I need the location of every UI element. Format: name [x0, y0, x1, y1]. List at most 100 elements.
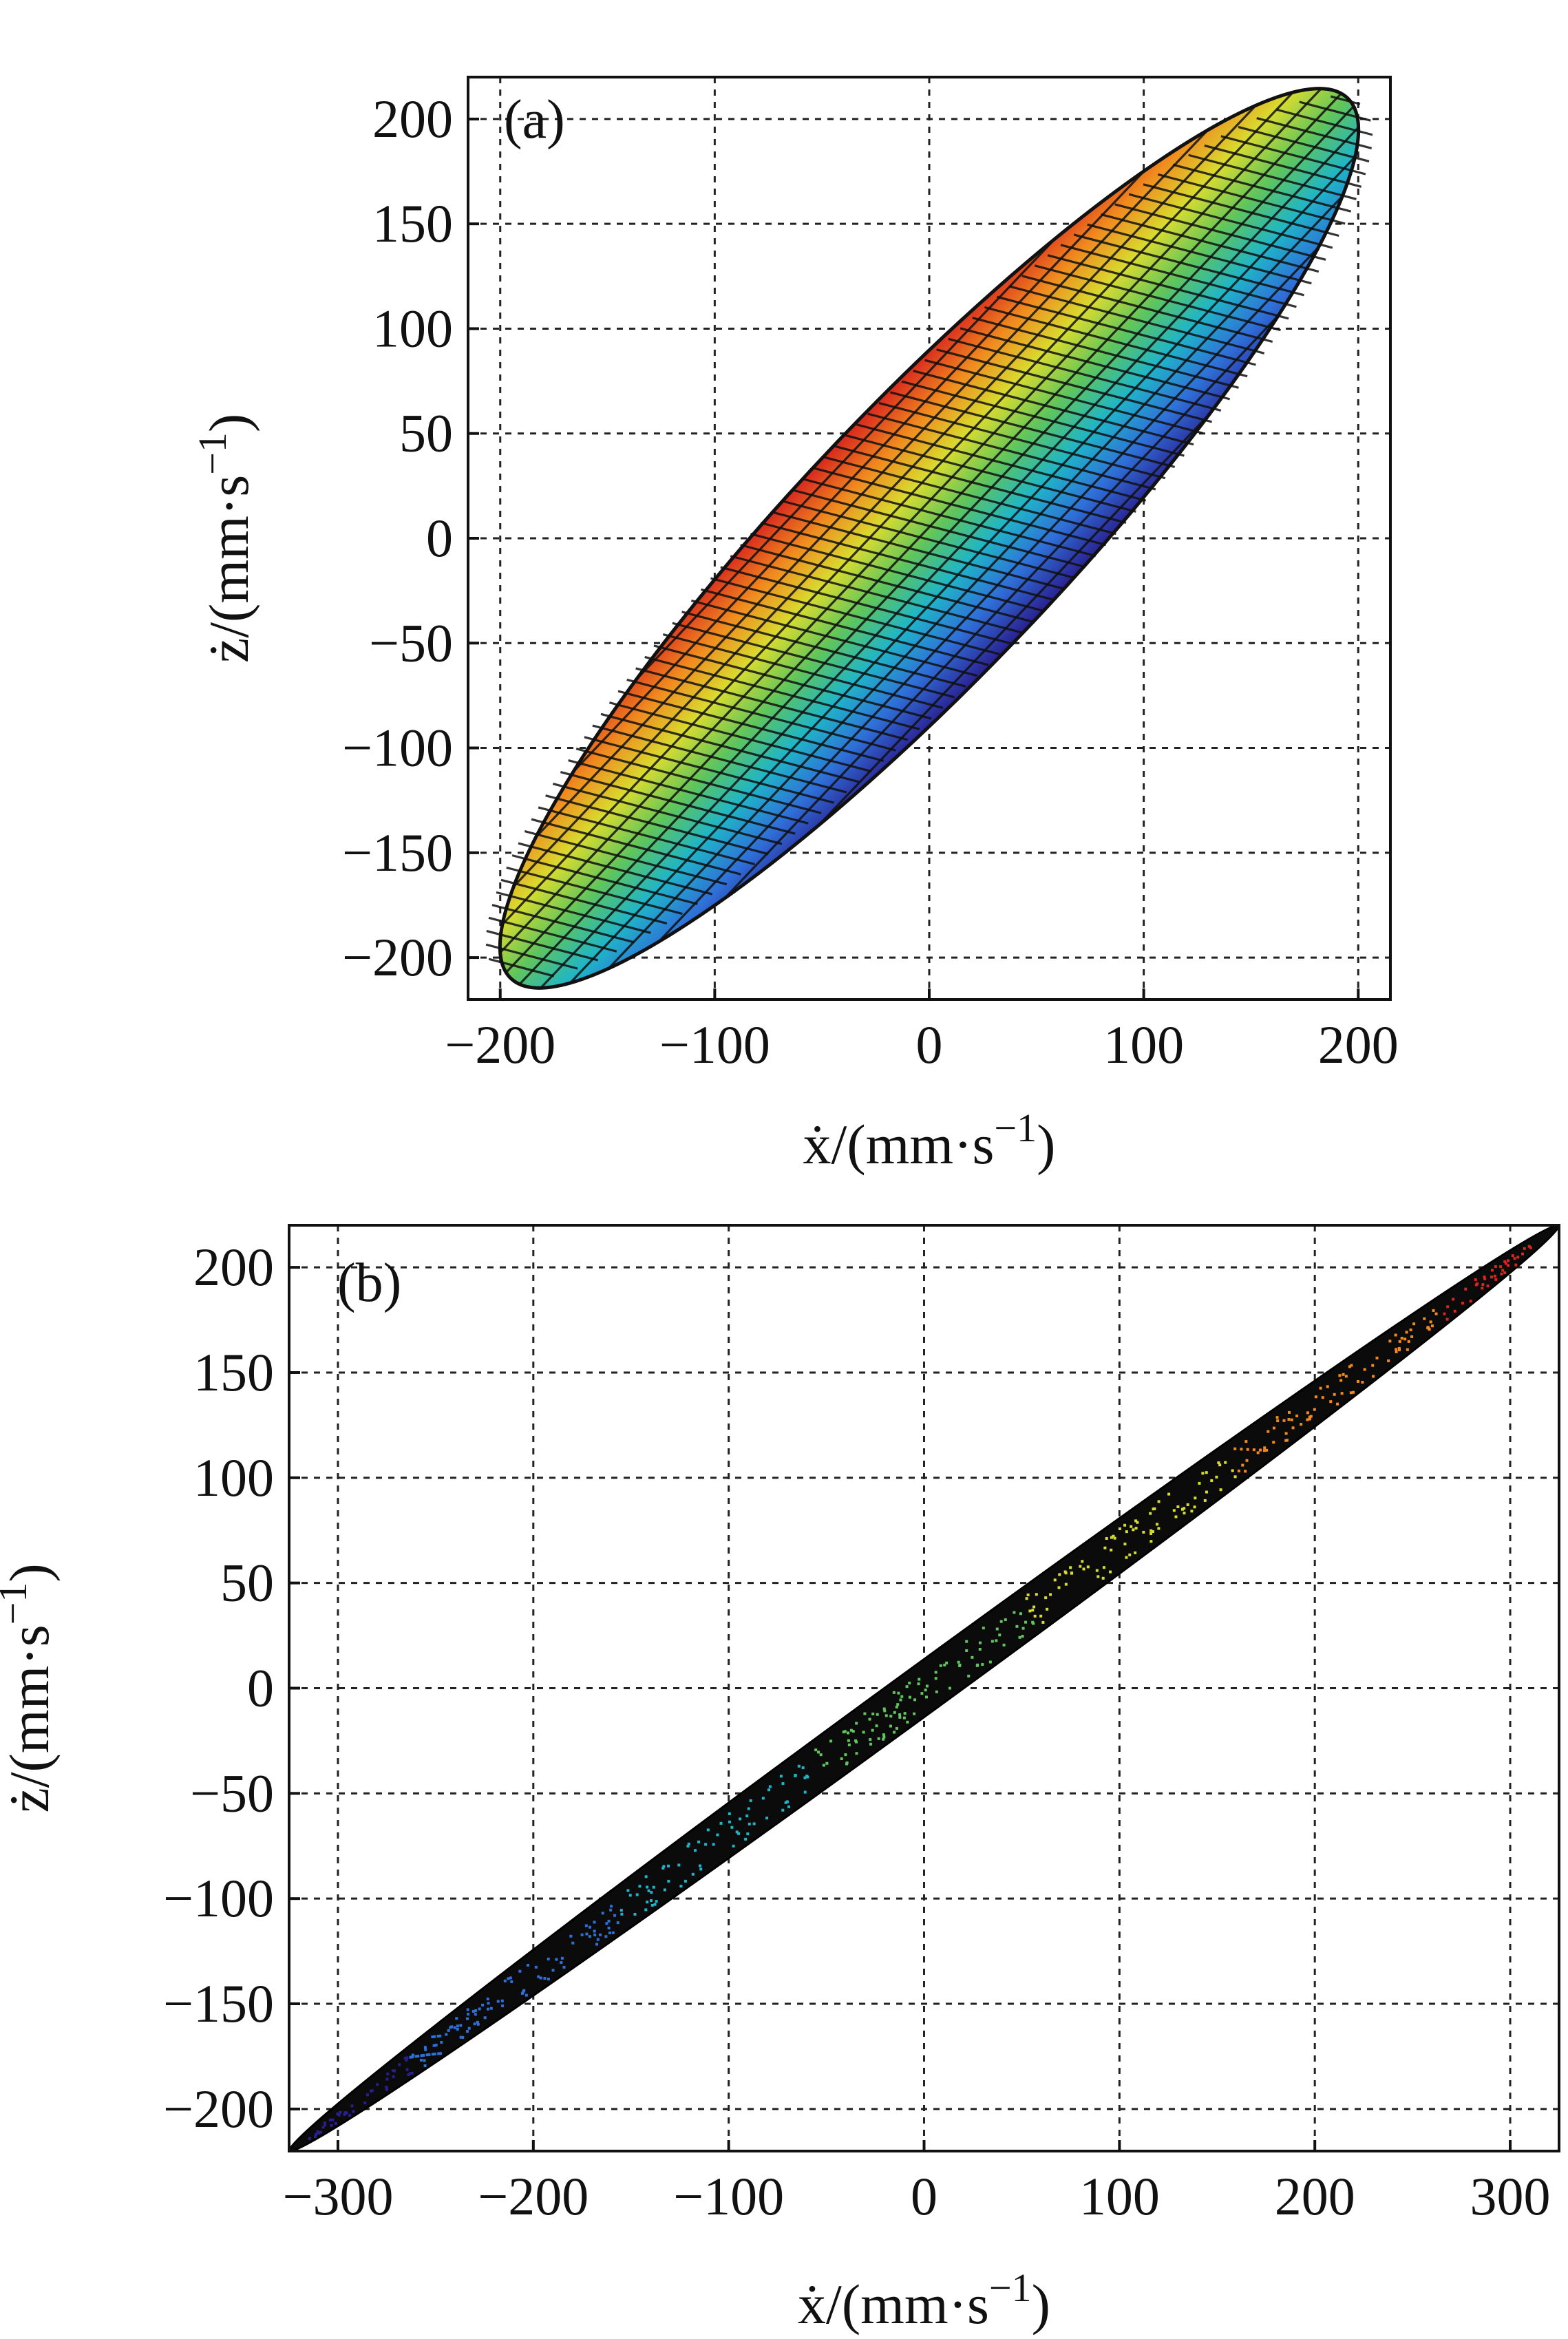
panel-b-point [1026, 1593, 1030, 1596]
panel-b-point [1395, 1348, 1398, 1351]
panel-b-point [467, 2013, 470, 2016]
panel-a-point-row [913, 370, 1194, 446]
panel-b-point [817, 1750, 820, 1754]
panel-b-point [1046, 1607, 1049, 1611]
panel-b-point [844, 1753, 847, 1757]
panel-b-point [785, 1800, 789, 1803]
panel-b-y-tick-label: 150 [193, 1342, 274, 1402]
panel-b-point [1203, 1499, 1207, 1502]
panel-a-point-row [889, 391, 1176, 468]
panel-b-point [875, 1724, 878, 1728]
panel-b-point [409, 2055, 412, 2059]
panel-b-point [1064, 1571, 1068, 1575]
panel-b-point [999, 1620, 1003, 1623]
panel-b-point [1015, 1624, 1019, 1628]
panel-b-point [445, 2033, 448, 2036]
panel-b-point [728, 1812, 731, 1815]
panel-b-point [1136, 1521, 1139, 1524]
panel-b-point [1152, 1507, 1155, 1511]
panel-b-point [1210, 1479, 1214, 1482]
panel-a-point-row [1034, 264, 1281, 332]
panel-b-point [748, 1822, 751, 1825]
panel-a-point-row [584, 736, 835, 804]
panel-b-point [411, 2053, 414, 2057]
panel-b-point [543, 1977, 547, 1980]
panel-a-point-row [710, 577, 1000, 655]
panel-b-point [1118, 1527, 1121, 1530]
panel-b-point [679, 1885, 683, 1888]
panel-b-point [1035, 1593, 1038, 1596]
panel-b-point [851, 1730, 855, 1733]
panel-b-point [551, 1969, 555, 1972]
panel-b-point [1018, 1636, 1021, 1639]
panel-b-point [913, 1712, 916, 1715]
panel-b-point [1452, 1298, 1455, 1301]
panel-b-point [607, 1919, 611, 1923]
panel-b-point [363, 2101, 367, 2104]
panel-b-point [646, 1885, 649, 1889]
panel-b-point [1096, 1575, 1100, 1578]
panel-b-point [595, 1943, 599, 1946]
panel-b-point [607, 1926, 611, 1929]
panel-a-point-row [1009, 285, 1265, 354]
panel-b-point [1101, 1576, 1105, 1580]
panel-b-point [423, 2046, 427, 2049]
panel-a-y-tick-label: −150 [342, 823, 453, 882]
panel-a-point-row [575, 748, 822, 814]
panel-b-point [1486, 1284, 1490, 1288]
panel-b-point [1142, 1530, 1145, 1534]
panel-b-point [1110, 1548, 1113, 1552]
panel-b-point [882, 1707, 886, 1711]
panel-b-point [842, 1731, 845, 1734]
panel-b-point [1490, 1276, 1494, 1279]
panel-b-x-tick-label: −200 [478, 2166, 589, 2226]
panel-b-point [895, 1705, 898, 1708]
panel-b-point [319, 2130, 323, 2134]
panel-b-point [840, 1757, 843, 1761]
panel-b-point [1125, 1530, 1128, 1534]
panel-b-point [414, 2055, 418, 2058]
panel-b-point [948, 1686, 951, 1690]
panel-b-point [684, 1879, 687, 1883]
panel-b-point [1483, 1277, 1487, 1280]
panel-b-point [1326, 1385, 1329, 1388]
panel-b-point [803, 1790, 807, 1794]
panel-b-point [1109, 1570, 1112, 1574]
panel-b-point [893, 1731, 896, 1734]
panel-b-point [1032, 1622, 1035, 1625]
panel-b-point [509, 1976, 512, 1980]
panel-a-point-row [1172, 163, 1352, 213]
panel-b-colored-points [308, 1245, 1532, 2140]
panel-b-gridlines [289, 1225, 1559, 2151]
panel-b-point [1176, 1505, 1180, 1509]
panel-b-point [747, 1807, 750, 1810]
panel-a-point-column [535, 129, 1209, 838]
panel-b-point [433, 2052, 436, 2055]
panel-b-point [1405, 1331, 1408, 1334]
panel-b-point [667, 1879, 670, 1883]
panel-b-point [1481, 1283, 1485, 1287]
panel-b-point [466, 2030, 469, 2033]
panel-b-point [667, 1864, 670, 1867]
panel-b-point [935, 1690, 938, 1693]
panel-b-point [697, 1840, 701, 1843]
panel-b-point [957, 1660, 960, 1664]
panel-b-point [539, 1976, 542, 1980]
panel-b-point [794, 1773, 797, 1777]
panel-a-label: (a) [504, 89, 565, 150]
panel-a-point-row [781, 500, 1076, 580]
panel-b-point [712, 1843, 715, 1846]
panel-b-point [1004, 1618, 1007, 1622]
panel-b-point [699, 1864, 702, 1867]
panel-a-point-row [488, 916, 617, 953]
panel-b-point [1409, 1328, 1412, 1331]
panel-b-point [486, 2007, 489, 2011]
panel-b-point [365, 2093, 369, 2097]
panel-a-point-row [690, 600, 978, 677]
panel-b-point [547, 1978, 550, 1981]
panel-b-point [903, 1712, 907, 1715]
panel-a-point-row [552, 783, 783, 845]
panel-a-point-row [996, 295, 1256, 366]
panel-a-point-column [518, 105, 1355, 985]
panel-b-point [1406, 1348, 1409, 1351]
